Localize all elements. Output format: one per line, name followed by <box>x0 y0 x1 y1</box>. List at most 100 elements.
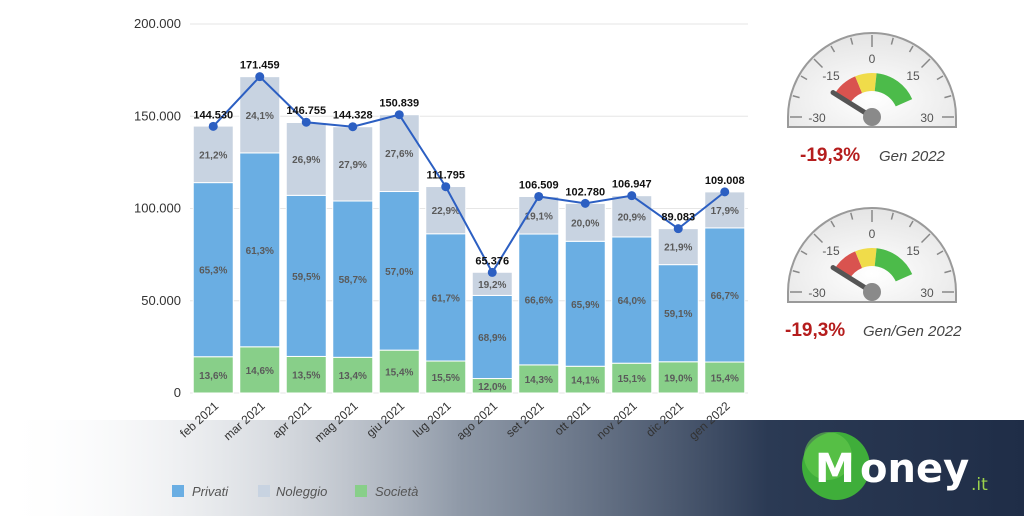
gauge-tick-label: 0 <box>869 227 876 241</box>
bar-segment-societa <box>192 356 234 394</box>
bar-segment-privati <box>285 194 327 357</box>
gauge-tick-mark <box>830 220 836 228</box>
total-point <box>394 110 404 120</box>
gauge-tick-mark <box>890 212 894 220</box>
y-tick-label: 200.000 <box>134 16 181 31</box>
gauge-tick-label: -15 <box>822 69 840 83</box>
gauge-tick-mark <box>908 220 914 228</box>
bar-segment-societa <box>378 349 420 394</box>
gauge-value: -19,3% <box>785 320 845 341</box>
bar-segment-privati <box>425 233 467 362</box>
total-line-path <box>212 75 726 275</box>
legend: Privati Noleggio Società <box>172 484 418 499</box>
data-label-privati: 65,9% <box>571 300 599 311</box>
bar-segment-privati <box>239 152 281 348</box>
legend-swatch-noleggio <box>258 485 270 497</box>
total-point <box>720 187 730 197</box>
gauge-tick-mark <box>944 95 952 99</box>
gauge-tick-mark <box>850 37 854 45</box>
gauge-tick-mark <box>800 250 808 256</box>
gauge-tick-mark <box>800 75 808 81</box>
total-line: 144.530 171.459 146.755 144.328 150.839 111.7… <box>193 60 745 277</box>
data-label-societa: 14,6% <box>246 366 274 377</box>
data-label-noleggio: 17,9% <box>711 206 739 217</box>
data-label-societa: 13,5% <box>292 371 320 382</box>
total-label: 106.509 <box>519 179 559 191</box>
gauge-caption: Gen 2022 <box>879 148 946 165</box>
data-label-noleggio: 24,1% <box>246 111 274 122</box>
gauge-tick-mark <box>830 45 836 53</box>
gauge-tick-label: -30 <box>808 111 826 125</box>
gauge-tick-mark <box>792 270 800 274</box>
legend-swatch-privati <box>172 485 184 497</box>
data-label-societa: 15,1% <box>618 374 646 385</box>
gauge-zone <box>874 73 913 107</box>
bar-segment-privati <box>704 227 746 363</box>
data-label-societa: 14,3% <box>525 375 553 386</box>
bar-segment-privati <box>332 200 374 358</box>
gauge-tick-label: 15 <box>906 244 920 258</box>
bar-segment-noleggio <box>657 228 699 266</box>
gauge-tick-mark <box>792 95 800 99</box>
bar-segment-societa <box>518 364 560 394</box>
bar-segment-noleggio <box>611 195 653 238</box>
gauge-tick-mark <box>920 58 931 69</box>
total-label: 109.008 <box>705 175 745 187</box>
total-point <box>208 121 218 131</box>
gauge-tick-label: 15 <box>906 69 920 83</box>
gauge-tick-mark <box>850 212 854 220</box>
gridlines <box>190 23 748 394</box>
logo-suffix: .it <box>971 475 988 495</box>
gauge-hub <box>863 283 881 301</box>
data-label-privati: 61,7% <box>432 293 460 304</box>
gauge-tick-mark <box>813 233 824 244</box>
data-label-societa: 12,0% <box>478 382 506 393</box>
y-tick-label: 150.000 <box>134 108 181 123</box>
total-point <box>487 267 497 277</box>
data-label-privati: 57,0% <box>385 267 413 278</box>
y-tick-label: 50.000 <box>141 293 181 308</box>
gauge-tick-label: 30 <box>920 286 934 300</box>
total-point <box>534 191 544 201</box>
data-label-privati: 58,7% <box>339 275 367 286</box>
bar-segment-privati <box>657 264 699 363</box>
data-label-societa: 15,5% <box>432 373 460 384</box>
gauge-tick-label: -15 <box>822 244 840 258</box>
gauge-month: -30 -15 0 15 30 -19,3% Gen 2022 <box>787 32 957 166</box>
total-label: 146.755 <box>286 105 326 117</box>
total-label: 106.947 <box>612 179 652 191</box>
total-point <box>627 191 637 201</box>
data-label-noleggio: 21,2% <box>199 150 227 161</box>
gauge-tick-mark <box>890 37 894 45</box>
data-label-noleggio: 20,9% <box>618 212 646 223</box>
data-label-societa: 14,1% <box>571 376 599 387</box>
bar-segment-noleggio <box>564 202 606 242</box>
gauge-tick-mark <box>920 233 931 244</box>
bar-segment-noleggio <box>704 191 746 229</box>
y-tick-label: 0 <box>174 385 181 400</box>
bar-segment-noleggio <box>332 126 374 202</box>
legend-label-noleggio: Noleggio <box>276 484 327 499</box>
data-label-privati: 59,1% <box>664 309 692 320</box>
total-label: 144.530 <box>193 109 233 121</box>
bar-segment-privati <box>611 236 653 364</box>
gauge-tick-mark <box>908 45 914 53</box>
gauge-value: -19,3% <box>800 145 860 166</box>
bar-segment-societa <box>332 356 374 394</box>
total-label: 111.795 <box>426 170 465 182</box>
bar-segment-privati <box>192 182 234 358</box>
data-label-societa: 15,4% <box>385 368 413 379</box>
data-label-noleggio: 27,6% <box>385 149 413 160</box>
data-label-societa: 19,0% <box>664 373 692 384</box>
total-label: 144.328 <box>333 110 373 122</box>
legend-swatch-societa <box>355 485 367 497</box>
bar-segment-noleggio <box>285 122 327 196</box>
legend-label-privati: Privati <box>192 484 229 499</box>
total-point <box>348 122 358 132</box>
data-label-noleggio: 19,2% <box>478 280 506 291</box>
y-axis: 0 50.000 100.000 150.000 200.000 <box>134 16 181 400</box>
y-tick-label: 100.000 <box>134 201 181 216</box>
logo-circle-highlight <box>804 432 852 480</box>
data-label-privati: 64,0% <box>618 296 646 307</box>
